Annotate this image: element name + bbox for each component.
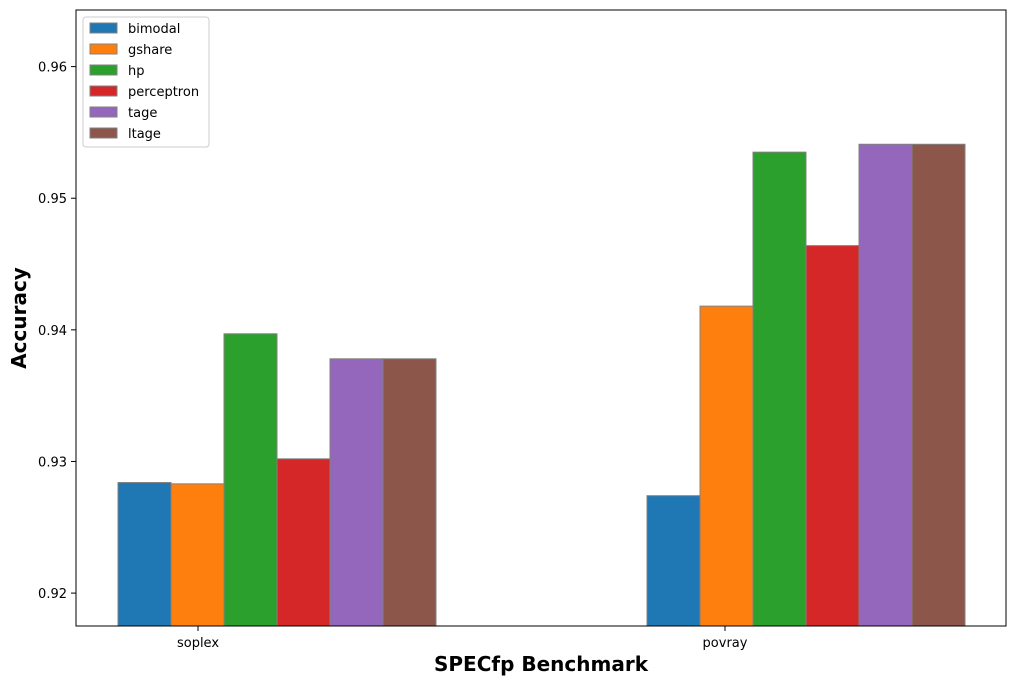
bar-gshare-soplex: [170, 483, 225, 627]
bars-layer: [117, 143, 966, 627]
bar-perceptron-soplex: [276, 458, 331, 627]
y-tick-label: 0.92: [38, 587, 67, 602]
legend-label-ltage: ltage: [128, 127, 161, 142]
legend-swatch-bimodal: [89, 22, 118, 34]
x-tick-label-soplex: soplex: [177, 636, 219, 651]
bar-hp-soplex: [223, 333, 278, 627]
legend-label-hp: hp: [128, 64, 145, 79]
x-axis-title: SPECfp Benchmark: [434, 652, 649, 676]
bar-perceptron-povray: [805, 245, 860, 627]
legend-swatch-perceptron: [89, 85, 118, 97]
legend-label-tage: tage: [128, 106, 157, 121]
bar-ltage-povray: [911, 143, 966, 627]
legend-swatch-hp: [89, 64, 118, 76]
y-axis-title: Accuracy: [7, 267, 31, 369]
legend-label-bimodal: bimodal: [128, 22, 180, 37]
legend-label-perceptron: perceptron: [128, 85, 199, 100]
x-tick-label-povray: povray: [703, 636, 748, 651]
bar-gshare-povray: [699, 305, 754, 627]
axes-layer: 0.92 0.93 0.94 0.95 0.96 soplex povray: [38, 61, 748, 651]
legend-swatch-ltage: [89, 127, 118, 139]
plot-frame: [75, 9, 1007, 627]
bar-tage-soplex: [329, 358, 384, 627]
bar-ltage-soplex: [382, 358, 437, 627]
bar-tage-povray: [858, 143, 913, 627]
y-tick-label: 0.93: [38, 455, 67, 470]
y-tick-label: 0.95: [38, 192, 67, 207]
bar-bimodal-soplex: [117, 482, 172, 627]
y-tick-label: 0.94: [38, 324, 67, 339]
legend: bimodal gshare hp perceptron tage ltage: [82, 16, 210, 148]
bar-hp-povray: [752, 151, 807, 627]
y-tick-label: 0.96: [38, 61, 67, 76]
legend-swatch-gshare: [89, 43, 118, 55]
legend-swatch-tage: [89, 106, 118, 118]
bar-bimodal-povray: [646, 495, 701, 627]
legend-label-gshare: gshare: [128, 43, 172, 58]
